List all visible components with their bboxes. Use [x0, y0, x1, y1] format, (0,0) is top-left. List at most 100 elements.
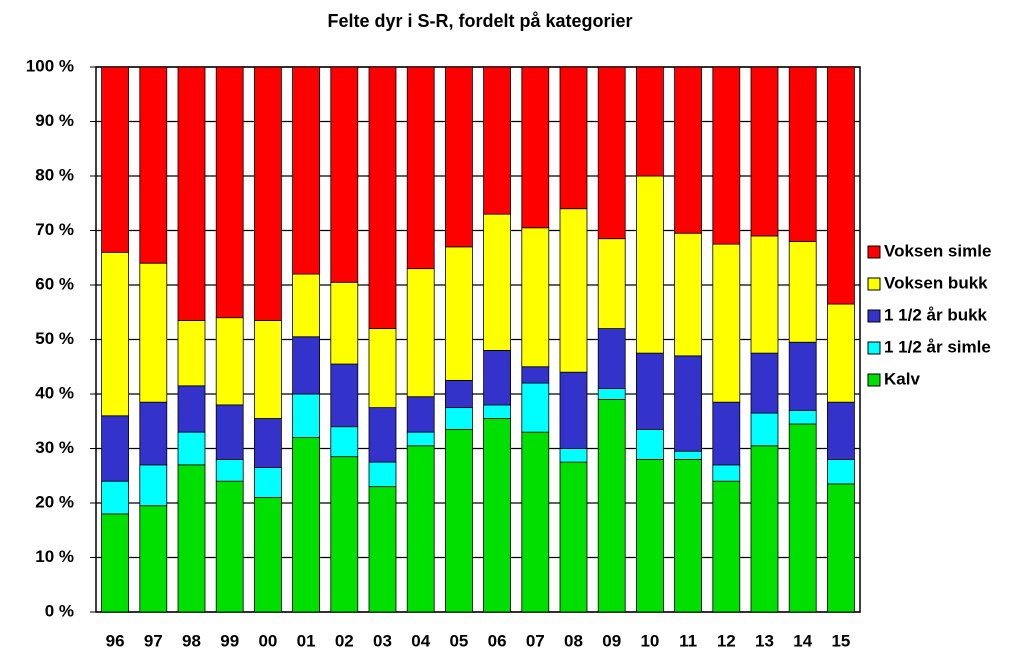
x-tick-label: 11 [679, 631, 697, 650]
y-tick-label: 30 % [35, 438, 74, 457]
bar-segment [712, 401, 741, 466]
x-tick-label: 13 [755, 631, 774, 650]
bar-segment [636, 352, 664, 430]
bar-segment [177, 385, 206, 433]
y-tick-label: 60 % [35, 274, 74, 293]
bar-segment [674, 66, 702, 234]
bar-segment [483, 418, 512, 613]
bar-segment [712, 480, 741, 613]
bar-segment [406, 396, 435, 433]
bar-segment [215, 317, 244, 406]
bar-segment [253, 320, 282, 419]
bar-segment [750, 66, 779, 237]
bar-segment [215, 66, 244, 319]
bar-segment [788, 409, 817, 425]
bar-segment [636, 458, 664, 613]
bar-segment [101, 480, 129, 515]
x-tick-label: 09 [602, 631, 621, 650]
bar-segment [330, 281, 359, 365]
bar-segment [444, 66, 473, 248]
bar-segment [253, 418, 282, 468]
x-tick-label: 98 [182, 631, 201, 650]
bar-segment [330, 66, 359, 283]
bar-segment [139, 401, 168, 466]
bar-segment [712, 243, 741, 403]
bar-segment [483, 404, 512, 419]
bar-segment [559, 208, 588, 373]
bar-segment [368, 328, 397, 409]
bar-segment [559, 461, 588, 613]
bar-segment [444, 407, 473, 430]
bar-segment [406, 445, 435, 613]
bar-segment [483, 349, 512, 406]
x-tick-label: 14 [793, 631, 812, 650]
bar-segment [177, 320, 206, 387]
x-tick-label: 06 [488, 631, 507, 650]
bar-segment [521, 382, 550, 433]
bar-segment [788, 341, 817, 411]
x-tick-label: 08 [564, 631, 583, 650]
bar-segment [827, 458, 855, 485]
bar-segment [444, 379, 473, 409]
bar-segment [597, 388, 626, 400]
bar-segment [750, 235, 779, 354]
bar-segment [750, 352, 779, 414]
y-tick-label: 50 % [35, 329, 74, 348]
bar-segment [330, 426, 359, 458]
bar-segment [292, 66, 321, 275]
bar-segment [215, 480, 244, 613]
x-tick-label: 15 [831, 631, 850, 650]
x-tick-label: 12 [717, 631, 736, 650]
bar-segment [253, 467, 282, 498]
x-tick-label: 00 [258, 631, 277, 650]
bar-segment [521, 431, 550, 613]
bar-segment [330, 456, 359, 613]
legend-label: 1 1/2 år simle [884, 337, 991, 356]
bar-segment [101, 251, 129, 417]
bar-segment [788, 423, 817, 613]
legend-label: Voksen bukk [884, 273, 988, 292]
bar-segment [788, 240, 817, 343]
bar-segment [444, 246, 473, 381]
bar-segment [406, 268, 435, 398]
bar-segment [827, 303, 855, 403]
legend-swatch [867, 373, 881, 387]
bar-segment [253, 66, 282, 321]
bar-segment [253, 497, 282, 613]
bar-segment [597, 66, 626, 240]
bar-segment [636, 66, 664, 177]
legend-swatch [867, 341, 881, 355]
y-tick-label: 40 % [35, 383, 74, 402]
bar-segment [483, 213, 512, 351]
legend-swatch [867, 277, 881, 291]
bar-segment [177, 66, 206, 321]
bar-segment [788, 66, 817, 242]
bar-segment [368, 407, 397, 463]
y-tick-label: 90 % [35, 111, 74, 130]
chart-title: Felte dyr i S-R, fordelt på kategorier [327, 11, 632, 31]
bar-segment [368, 66, 397, 330]
y-tick-label: 10 % [35, 547, 74, 566]
legend-swatch [867, 245, 881, 259]
legend-label: Voksen simle [884, 241, 991, 260]
bar-segment [827, 401, 855, 460]
x-tick-label: 02 [335, 631, 354, 650]
bar-segment [559, 448, 588, 463]
bar-segment [674, 355, 702, 452]
bar-segment [101, 415, 129, 482]
bar-segment [521, 66, 550, 229]
bar-segment [292, 273, 321, 338]
bar-segment [674, 458, 702, 613]
x-tick-label: 97 [144, 631, 163, 650]
y-tick-label: 0 % [45, 601, 74, 620]
y-tick-label: 70 % [35, 220, 74, 239]
bar-segment [597, 238, 626, 330]
y-tick-label: 20 % [35, 492, 74, 511]
x-tick-label: 96 [106, 631, 125, 650]
bar-segment [674, 232, 702, 357]
legend-label: Kalv [884, 369, 920, 388]
bar-segment [330, 363, 359, 428]
bar-segment [597, 328, 626, 389]
bar-segment [292, 336, 321, 395]
bar-segment [712, 66, 741, 245]
